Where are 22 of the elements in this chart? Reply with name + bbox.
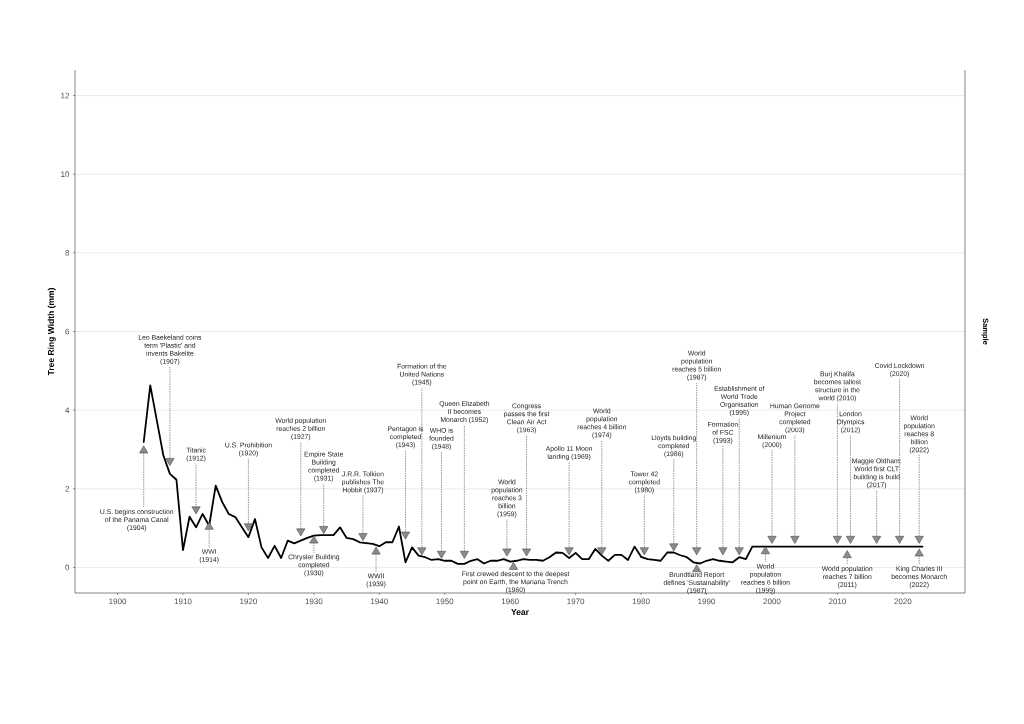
y-tick-label: 8 [65, 250, 70, 256]
x-tick-label: 1940 [371, 598, 388, 605]
x-tick-label: 1950 [436, 598, 454, 605]
x-tick-label: 1910 [174, 598, 192, 605]
y-tick-label: 6 [65, 328, 70, 335]
x-axis-title: Year [511, 609, 529, 615]
x-tick-label: 2020 [894, 598, 912, 605]
y-tick-label: 2 [65, 486, 70, 492]
x-tick-label: 1920 [240, 598, 258, 605]
x-tick-label: 1970 [567, 598, 585, 605]
x-tick-label: 1990 [698, 598, 716, 605]
y-tick-label: 4 [65, 407, 70, 413]
x-tick-label: 1980 [632, 598, 650, 605]
y-tick-label: 12 [61, 92, 70, 99]
x-tick-label: 1930 [305, 598, 323, 605]
x-tick-label: 2010 [828, 598, 846, 605]
x-tick-label: 1900 [109, 598, 127, 605]
y-tick-label: 0 [65, 564, 70, 571]
y-tick-label: 10 [61, 171, 70, 178]
y-axis-title: Tree Ring Width (mm) [47, 288, 56, 376]
x-tick-label: 1960 [501, 598, 519, 605]
x-tick-label: 2000 [763, 598, 781, 605]
